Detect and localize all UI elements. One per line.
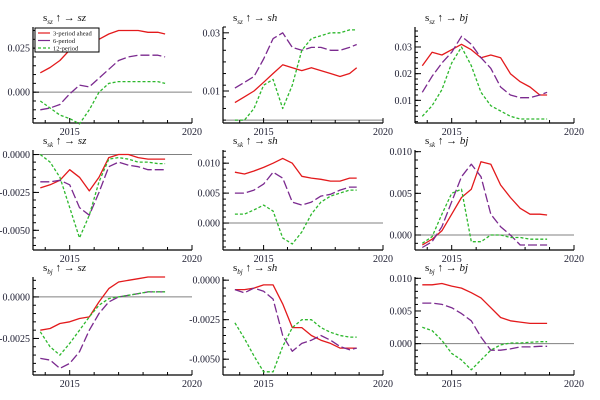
panel-title: ssz ↑ → sz [43, 12, 87, 26]
panel-7: 2015 2020 0.0000 -0.0025 sbj ↑ → sz [0, 262, 202, 390]
series-12-period [421, 46, 548, 120]
y-tick-label: 0.005 [390, 189, 413, 200]
x-tick-label: 2015 [60, 254, 80, 265]
series-12-period [422, 326, 548, 371]
panel-5: 2015 2020 0.010 0.005 0.000 ssk ↑ → sh [198, 135, 394, 265]
panel-title: sbj ↑ → sh [233, 262, 278, 276]
x-tick-label: 2015 [254, 254, 274, 265]
panel-title: ssk ↑ → bj [425, 135, 468, 149]
y-tick-label: 0.010 [198, 159, 221, 170]
series-6-period [234, 32, 357, 89]
y-tick-label: -0.0025 [0, 188, 30, 199]
series-6-period [234, 287, 357, 352]
y-tick-label: 0.03 [203, 28, 221, 39]
y-tick-label: 0.01 [395, 96, 413, 107]
y-tick-label: 0.005 [198, 189, 221, 200]
series-12-period [234, 189, 357, 245]
series-3-period-ahead [422, 282, 548, 325]
y-tick-label: 0.0000 [193, 276, 221, 287]
series-3-period-ahead [39, 29, 166, 74]
series-6-period [40, 54, 166, 111]
y-tick-label: -0.0050 [189, 355, 220, 366]
series-6-period [234, 171, 357, 206]
panel-title: sbj ↑ → bj [425, 262, 468, 276]
y-tick-label: 0.000 [390, 231, 413, 242]
x-tick-label: 2020 [373, 254, 393, 265]
x-tick-label: 2015 [60, 127, 80, 138]
y-tick-label: 0.0000 [3, 292, 31, 303]
x-tick-label: 2020 [564, 254, 584, 265]
legend-label: 6-period [53, 38, 76, 45]
panel-title: ssk ↑ → sz [43, 135, 87, 149]
x-tick-label: 2015 [442, 254, 462, 265]
y-tick-label: -0.0025 [189, 315, 220, 326]
panel-2: 2015 2020 0.03 0.01 ssz ↑ → sh [203, 12, 394, 138]
y-tick-label: -0.0050 [0, 226, 30, 237]
panel-title: ssz ↑ → bj [425, 12, 468, 26]
series-6-period [40, 291, 166, 370]
series-12-period [421, 188, 548, 244]
series-12-period [39, 153, 166, 239]
panel-title: sbj ↑ → sz [43, 262, 87, 276]
series-6-period [40, 161, 166, 216]
legend-label: 3-period ahead [53, 30, 93, 37]
x-tick-label: 2015 [254, 379, 274, 390]
series-3-period-ahead [40, 153, 166, 192]
series-3-period-ahead [421, 43, 548, 96]
x-tick-label: 2015 [442, 127, 462, 138]
panel-title: ssk ↑ → sh [233, 135, 278, 149]
y-tick-label: 0.025 [8, 44, 31, 55]
y-tick-label: 0.000 [198, 219, 221, 230]
series-12-period [39, 291, 166, 356]
legend-label: 12-period [53, 45, 79, 52]
panel-4: 2015 2020 0.0000 -0.0025 -0.0050 ssk ↑ → sz [0, 135, 202, 265]
series-6-period [421, 35, 548, 99]
series-12-period [234, 319, 357, 373]
panel-8: 2015 2020 0.0000 -0.0025 -0.0050 sbj ↑ → sh [189, 262, 393, 390]
y-tick-label: 0.010 [390, 274, 413, 285]
x-tick-label: 2020 [564, 379, 584, 390]
panel-6: 2015 2020 0.010 0.005 0.000 ssk ↑ → bj [390, 135, 585, 265]
series-3-period-ahead [40, 276, 166, 331]
series-12-period [39, 80, 166, 125]
y-tick-label: -0.0025 [0, 334, 30, 345]
y-tick-label: 0.0000 [3, 150, 31, 161]
series-6-period [422, 302, 548, 351]
y-tick-label: 0.010 [390, 147, 413, 158]
x-tick-label: 2020 [564, 127, 584, 138]
x-tick-label: 2015 [442, 379, 462, 390]
series-3-period-ahead [421, 161, 548, 246]
x-tick-label: 2015 [60, 379, 80, 390]
series-6-period [421, 163, 548, 249]
series-3-period-ahead [234, 157, 357, 182]
y-tick-label: 0.000 [8, 88, 31, 99]
x-tick-label: 2020 [182, 379, 202, 390]
x-tick-label: 2020 [373, 127, 393, 138]
x-tick-label: 2015 [254, 127, 274, 138]
series-12-period [234, 29, 357, 121]
series-3-period-ahead [234, 284, 357, 349]
panel-3: 2015 2020 0.03 0.02 0.01 ssz ↑ → bj [395, 12, 585, 138]
x-tick-label: 2020 [182, 127, 202, 138]
y-tick-label: 0.01 [203, 87, 221, 98]
y-tick-label: 0.02 [395, 69, 413, 80]
panel-9: 2015 2020 0.010 0.005 0.000 sbj ↑ → bj [390, 262, 585, 390]
panel-title: ssz ↑ → sh [233, 12, 278, 26]
y-tick-label: 0.005 [390, 306, 413, 317]
y-tick-label: 0.03 [395, 43, 413, 54]
y-tick-label: 0.000 [390, 339, 413, 350]
x-tick-label: 2020 [373, 379, 393, 390]
series-3-period-ahead [234, 64, 358, 104]
x-tick-label: 2020 [182, 254, 202, 265]
